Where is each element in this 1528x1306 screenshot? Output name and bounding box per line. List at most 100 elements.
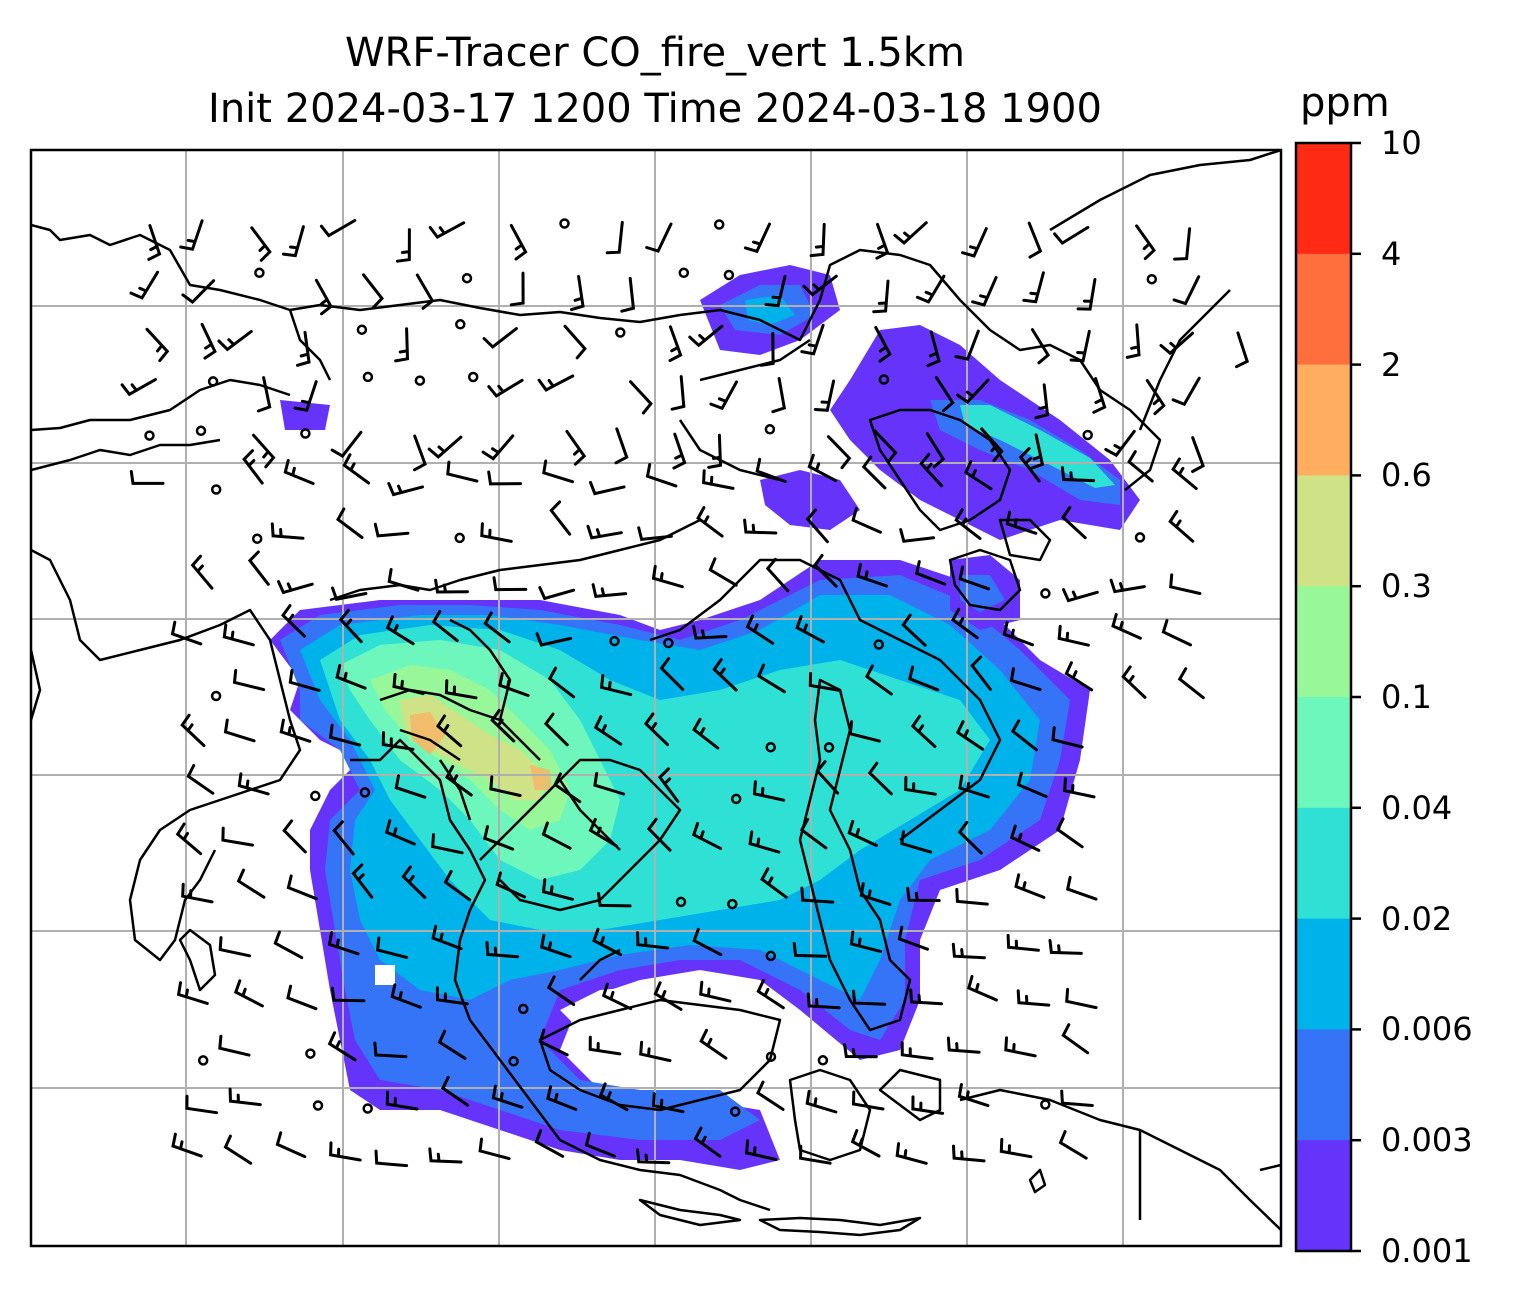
wind-barb — [483, 611, 511, 644]
wind-barb — [911, 1095, 945, 1115]
wind-barb — [221, 826, 254, 847]
wind-barb — [598, 1082, 629, 1112]
wind-barb — [799, 817, 828, 850]
calm-wind-marker — [663, 637, 674, 649]
wind-barb — [485, 941, 520, 959]
calm-wind-marker — [144, 430, 155, 441]
calm-wind-marker — [455, 319, 466, 330]
calm-wind-marker — [251, 533, 263, 544]
wind-barb — [696, 506, 724, 538]
wind-barb — [542, 459, 574, 484]
wind-barb — [375, 936, 409, 959]
wind-barb — [233, 979, 264, 1008]
calm-wind-marker — [210, 484, 222, 495]
colorbar-tick-label: 0.02 — [1381, 899, 1453, 938]
wind-barb — [1004, 1036, 1037, 1058]
wind-barb — [848, 720, 881, 743]
wind-barb — [672, 432, 687, 470]
wind-barb — [1127, 450, 1154, 483]
wind-barb — [957, 820, 983, 855]
calm-wind-marker — [1040, 588, 1051, 599]
calm-wind-marker — [467, 371, 479, 383]
wind-barb — [919, 452, 944, 488]
calm-wind-marker — [454, 532, 465, 544]
calm-wind-marker — [207, 376, 219, 387]
colorbar-segment — [1296, 697, 1351, 809]
wind-barb — [480, 522, 513, 543]
wind-barb — [914, 560, 947, 586]
wind-barb — [629, 380, 653, 415]
wind-barb — [1016, 771, 1048, 798]
wind-barb — [659, 657, 685, 691]
wind-barb — [385, 615, 415, 646]
wind-barb — [756, 979, 785, 1010]
wind-barb — [900, 830, 933, 854]
colorbar-segment — [1296, 586, 1351, 698]
wind-barb — [1125, 323, 1141, 359]
wind-barb — [373, 522, 410, 538]
wind-barb — [926, 330, 941, 368]
wind-barb — [180, 713, 206, 748]
wind-barb — [1092, 377, 1107, 414]
wind-barb — [752, 780, 786, 802]
wind-barb — [799, 1144, 832, 1165]
wind-barb — [946, 1036, 981, 1054]
wind-barb — [273, 930, 304, 960]
calm-wind-marker — [300, 428, 311, 439]
wind-barb — [250, 226, 272, 262]
wind-barb — [327, 931, 360, 956]
wind-barb — [384, 819, 416, 846]
wind-barb — [492, 576, 528, 592]
wind-barb — [281, 604, 306, 638]
colorbar-tick-label: 2 — [1381, 345, 1402, 384]
calm-wind-marker — [461, 272, 473, 284]
wind-barb — [444, 679, 478, 700]
calm-wind-marker — [729, 1106, 741, 1117]
wind-barb — [692, 624, 728, 640]
calm-wind-marker — [305, 1048, 316, 1059]
wind-barb — [699, 1028, 728, 1060]
wind-barb — [670, 375, 686, 411]
wind-barb — [538, 586, 576, 601]
co-level-0.6 — [410, 712, 552, 790]
calm-wind-marker — [1082, 429, 1093, 441]
wind-barb — [693, 1126, 722, 1158]
wind-barb — [702, 469, 735, 490]
calm-wind-marker — [359, 787, 371, 798]
wind-barb — [1010, 719, 1038, 752]
calm-wind-marker — [615, 327, 626, 338]
wind-barb — [286, 874, 318, 901]
wind-barb — [643, 712, 669, 747]
colorbar-segment — [1296, 918, 1351, 1030]
wind-barb — [543, 712, 569, 747]
co-level-0.001 — [280, 265, 1140, 630]
wind-barb — [1064, 661, 1094, 692]
calm-wind-marker — [508, 1056, 519, 1067]
colorbar-tick-label: 0.1 — [1381, 678, 1432, 716]
wind-barb — [712, 658, 738, 692]
wind-barb — [688, 324, 724, 348]
wind-barb — [708, 557, 738, 587]
wind-barb — [547, 666, 576, 699]
wind-barb — [1022, 271, 1045, 304]
wind-barb — [293, 380, 318, 412]
map-frame — [29, 148, 1283, 1248]
wind-barb — [592, 927, 623, 956]
wind-barb — [1171, 457, 1198, 490]
wind-barb — [332, 820, 355, 856]
wind-barb — [374, 1149, 409, 1168]
wind-barb — [908, 665, 940, 692]
wind-barb — [1159, 331, 1194, 356]
wind-barb — [588, 1035, 622, 1056]
wind-barb — [895, 1142, 928, 1165]
colorbar-tick-label: 0.6 — [1381, 456, 1432, 495]
wind-barb — [222, 623, 255, 647]
calm-wind-marker — [1040, 1099, 1051, 1110]
wind-barb — [1060, 466, 1096, 483]
wind-barb — [955, 720, 985, 751]
wind-barb — [546, 975, 576, 1006]
wind-barb — [815, 760, 840, 795]
calm-wind-marker — [414, 375, 426, 386]
wind-barb — [1172, 275, 1201, 306]
wind-barb — [709, 380, 738, 411]
